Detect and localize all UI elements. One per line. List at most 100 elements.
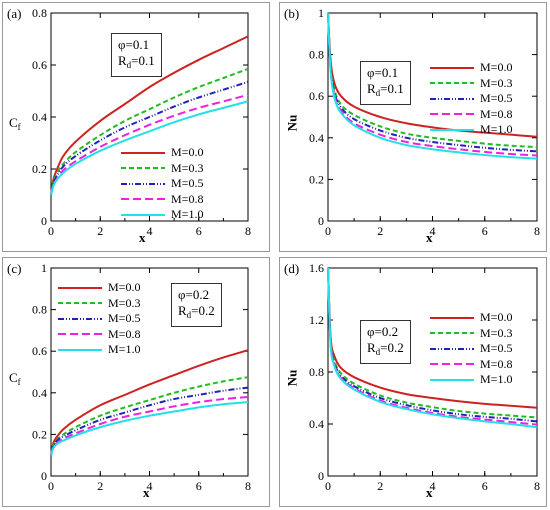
legend-entry: M=0.8 [430,357,512,373]
series-line-M=1.0 [50,100,249,196]
x-axis-label: x [143,485,150,500]
series-line-M=0.3 [327,267,538,419]
legend-label: M=0.3 [480,325,513,340]
x-tick-label: 4 [430,224,436,238]
legend-label: M=0.5 [108,311,141,326]
legend-entry: M=0.0 [121,145,203,161]
parameter-box: φ=0.2 Rd=0.2 [171,283,222,327]
y-tick-label: 0.2 [32,427,47,441]
x-tick-label: 0 [325,224,331,238]
legend-entry: M=0.8 [58,327,140,343]
series-line-M=0.0 [50,35,249,196]
legend-swatch [430,113,474,116]
legend-swatch [430,82,474,85]
series-line-M=0.0 [50,349,249,456]
x-tick-label: 8 [534,479,540,493]
legend-entry: M=0.5 [430,91,512,107]
legend-swatch [121,151,165,154]
y-tick-label: 0 [318,214,324,228]
legend-entry: M=1.0 [430,122,512,138]
panel-tag: (c) [7,261,22,276]
y-tick-label: 0.8 [309,48,324,62]
legend-swatch [58,348,102,351]
legend: M=0.0 M=0.3 M=0.5 M=0.8 M=1.0 [430,60,512,138]
parameter-box: φ=0.1 Rd=0.1 [360,61,411,105]
chart-svg-b: 0 2 4 6 8 0 0.2 0.4 0.6 0.8 1 [309,6,540,238]
y-tick-label: 1.2 [309,313,324,327]
y-tick-label: 0.2 [309,172,324,186]
y-tick-label: 0.4 [309,417,324,431]
legend-label: M=0.3 [171,160,204,175]
x-tick-label: 6 [196,224,202,238]
x-tick-label: 0 [48,224,54,238]
series-line-M=0.8 [327,12,538,157]
chart-panel-a: 0 2 4 6 8 0 0.2 0.4 0.6 0.8 (a) Cf x φ=0.1 Rd=0.1… [2,2,270,252]
series-line-M=0.5 [327,267,538,423]
legend-label: M=0.3 [480,75,513,90]
chart-svg-a: 0 2 4 6 8 0 0.2 0.4 0.6 0.8 [32,6,251,238]
y-tick-label: 0.4 [32,110,47,124]
legend-label: M=0.8 [480,106,513,121]
legend-label: M=0.8 [171,191,204,206]
x-axis-label: x [426,230,433,245]
panel-tag: (d) [284,261,300,276]
y-tick-label: 0.6 [309,89,324,103]
x-tick-label: 0 [48,479,54,493]
y-tick-label: 0.2 [32,162,47,176]
chart-panel-d: 0 2 4 6 8 0 0.4 0.8 1.2 1.6 (d) Nu x φ=0.2 Rd=0.2… [279,257,547,507]
x-tick-label: 8 [534,224,540,238]
legend-entry: M=0.8 [121,192,203,208]
legend-label: M=0.5 [480,91,513,106]
x-tick-label: 6 [196,479,202,493]
x-tick-label: 8 [245,479,251,493]
legend: M=0.0 M=0.3 M=0.5 M=0.8 M=1.0 [430,310,512,388]
legend-swatch [121,213,165,216]
legend-swatch [430,66,474,69]
legend-label: M=0.3 [108,295,141,310]
parameter-box: φ=0.1 Rd=0.1 [111,33,162,77]
legend-entry: M=0.5 [58,311,140,327]
x-tick-label: 6 [482,479,488,493]
legend-swatch [430,347,474,350]
x-tick-label: 4 [430,479,436,493]
x-tick-label: 2 [97,224,103,238]
series-line-M=1.0 [327,12,538,160]
legend-swatch [58,302,102,305]
y-tick-label: 1 [318,6,324,20]
legend-entry: M=0.0 [430,310,512,326]
x-tick-label: 8 [245,224,251,238]
legend-entry: M=0.5 [121,176,203,192]
legend: M=0.0 M=0.3 M=0.5 M=0.8 M=1.0 [121,145,203,223]
legend-label: M=0.8 [480,356,513,371]
legend-label: M=0.0 [108,280,141,295]
series-line-M=0.0 [327,267,538,409]
legend-entry: M=1.0 [58,342,140,358]
legend-label: M=0.0 [480,60,513,75]
x-tick-label: 0 [325,479,331,493]
legend-entry: M=1.0 [430,372,512,388]
legend-label: M=1.0 [480,372,513,387]
y-axis-label: Nu [284,114,300,132]
y-tick-label: 0.8 [32,6,47,20]
chart-svg-c: 0 2 4 6 8 0 0.2 0.4 0.6 0.8 1 [32,261,251,493]
legend-label: M=1.0 [108,342,141,357]
legend-entry: M=0.3 [58,296,140,312]
legend-entry: M=0.0 [430,60,512,76]
y-tick-label: 1 [41,261,47,275]
legend-entry: M=1.0 [121,207,203,223]
series-line-M=0.3 [50,67,249,196]
series-line-M=1.0 [50,401,249,456]
legend-swatch [58,286,102,289]
legend-label: M=0.8 [108,326,141,341]
x-tick-label: 4 [147,479,153,493]
legend-entry: M=0.3 [430,76,512,92]
series-line-M=0.5 [50,386,249,456]
series-line-M=0.5 [50,80,249,196]
y-tick-label: 0.8 [309,365,324,379]
chart-panel-c: 0 2 4 6 8 0 0.2 0.4 0.6 0.8 1 (c) Cf x φ=0.2 Rd=0.… [2,257,270,507]
x-tick-label: 2 [377,479,383,493]
series-line-M=0.0 [327,12,538,138]
chart-svg-d: 0 2 4 6 8 0 0.4 0.8 1.2 1.6 [309,261,540,493]
legend-swatch [430,378,474,381]
legend-swatch [430,332,474,335]
